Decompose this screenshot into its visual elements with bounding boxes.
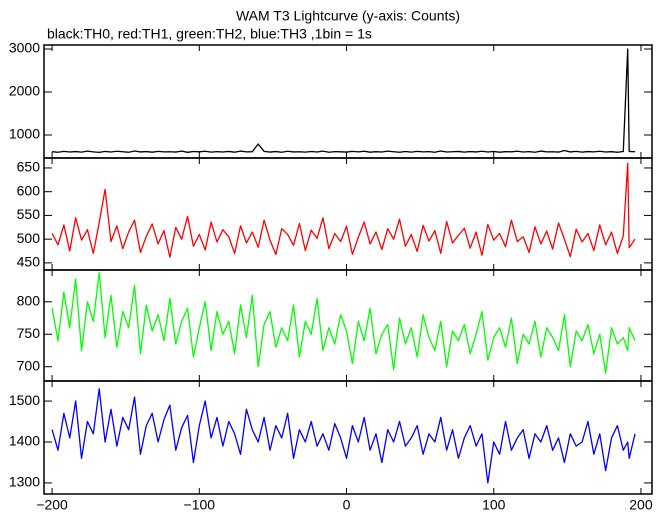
- y-tick-label: 750: [17, 325, 41, 341]
- panel-frame: [43, 44, 653, 159]
- y-tick-label: 550: [17, 206, 41, 222]
- x-tick-label: 200: [629, 497, 653, 513]
- y-tick-label: 800: [17, 293, 41, 309]
- light-curve: [51, 271, 636, 374]
- x-tick-label: 100: [482, 497, 506, 513]
- y-tick-label: 450: [17, 254, 41, 270]
- panel-frame: [43, 157, 653, 271]
- y-tick-label: 600: [17, 182, 41, 198]
- light-curve: [52, 48, 636, 154]
- chart-title: WAM T3 Lightcurve (y-axis: Counts): [236, 8, 460, 24]
- y-tick-label: 1400: [9, 433, 40, 449]
- chart-subtitle: black:TH0, red:TH1, green:TH2, blue:TH3 …: [47, 26, 372, 42]
- y-tick-label: 2000: [9, 83, 40, 99]
- y-tick-label: 500: [17, 230, 41, 246]
- x-tick-label: −200: [36, 497, 68, 513]
- panel-frame: [43, 380, 653, 495]
- y-tick-label: 1500: [9, 392, 40, 408]
- x-tick-label: 0: [343, 497, 351, 513]
- y-tick-label: 650: [17, 159, 41, 175]
- x-tick-label: −100: [184, 497, 216, 513]
- y-tick-label: 1000: [9, 126, 40, 142]
- light-curve: [51, 162, 636, 258]
- y-tick-label: 1300: [9, 474, 40, 490]
- light-curve: [51, 388, 636, 484]
- y-tick-label: 700: [17, 357, 41, 373]
- y-tick-label: 3000: [9, 40, 40, 56]
